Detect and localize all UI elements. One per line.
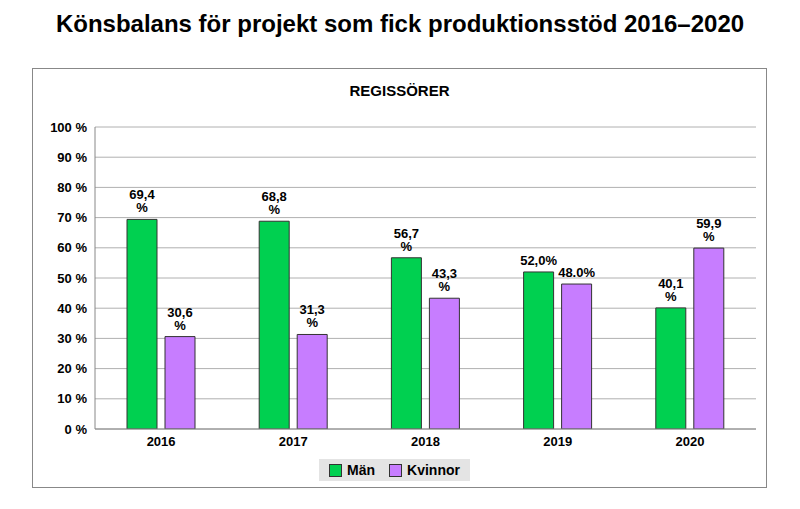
- svg-text:40 %: 40 %: [57, 301, 87, 316]
- svg-text:40,1%: 40,1%: [658, 276, 683, 304]
- svg-text:52,0%: 52,0%: [520, 253, 557, 268]
- svg-text:30,6%: 30,6%: [167, 305, 192, 333]
- svg-text:2018: 2018: [411, 434, 440, 449]
- svg-text:31,3%: 31,3%: [300, 302, 325, 330]
- svg-text:48.0%: 48.0%: [558, 265, 595, 280]
- html-text:Kvinnor: Kvinnor: [407, 462, 460, 478]
- svg-text:90 %: 90 %: [57, 150, 87, 165]
- svg-text:60 %: 60 %: [57, 240, 87, 255]
- svg-text:50 %: 50 %: [57, 271, 87, 286]
- svg-text:80 %: 80 %: [57, 180, 87, 195]
- svg-text:0 %: 0 %: [65, 422, 88, 437]
- html-text:Män: Män: [347, 462, 375, 478]
- svg-text:69,4%: 69,4%: [129, 187, 155, 215]
- svg-text:2020: 2020: [675, 434, 704, 449]
- svg-text:20 %: 20 %: [57, 361, 87, 376]
- svg-text:56,7%: 56,7%: [394, 226, 419, 254]
- svg-text:70 %: 70 %: [57, 210, 87, 225]
- svg-text:30 %: 30 %: [57, 331, 87, 346]
- html-text:REGISSÖRER: REGISSÖRER: [349, 82, 450, 99]
- svg-text:100 %: 100 %: [50, 120, 87, 135]
- html-text:Könsbalans för projekt som fic: Könsbalans för projekt som fick produkti…: [55, 10, 745, 37]
- svg-text:68,8%: 68,8%: [262, 189, 287, 217]
- svg-text:2016: 2016: [147, 434, 176, 449]
- svg-text:2017: 2017: [279, 434, 308, 449]
- svg-text:2019: 2019: [543, 434, 572, 449]
- svg-text:10 %: 10 %: [57, 391, 87, 406]
- svg-text:43,3%: 43,3%: [432, 266, 457, 294]
- svg-text:59,9%: 59,9%: [696, 216, 721, 244]
